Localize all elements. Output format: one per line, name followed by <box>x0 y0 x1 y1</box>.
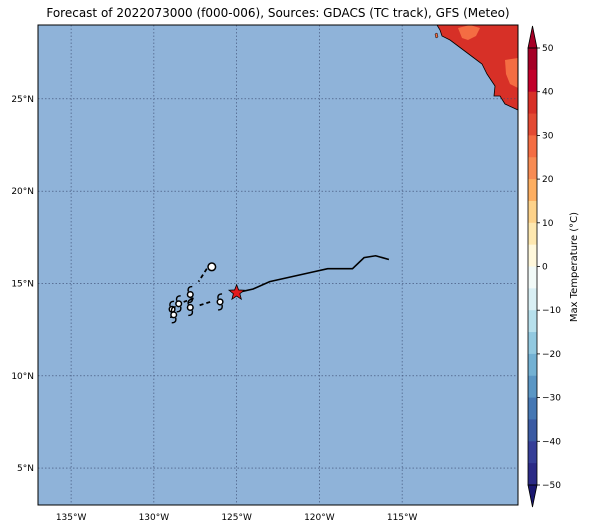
colorbar: 50 40 30 20 10 0 −10 −20 −30 −40 −50 Max… <box>527 25 580 508</box>
lat-tick-label: 5°N <box>17 464 34 474</box>
island-guadalupe <box>434 32 439 39</box>
lat-tick-label: 10°N <box>11 372 34 382</box>
lon-tick-label: 130°W <box>139 513 170 523</box>
colorbar-tick-label: −50 <box>542 481 561 491</box>
colorbar-tick-label: −30 <box>542 394 561 404</box>
colorbar-tick-label: 50 <box>542 44 554 54</box>
colorbar-band <box>528 179 537 202</box>
land-mexico-cool <box>458 25 480 40</box>
colorbar-tick-label: −20 <box>542 350 561 360</box>
colorbar-band <box>528 200 537 224</box>
colorbar-tick-label: −40 <box>542 437 561 447</box>
colorbar-band <box>528 48 537 71</box>
colorbar-bands <box>528 48 537 486</box>
tropical-storm-icon <box>175 295 183 313</box>
colorbar-extend-top <box>527 25 538 49</box>
forecast-dash-segment <box>198 301 211 307</box>
colorbar-tick-label: 30 <box>542 131 554 141</box>
colorbar-band <box>528 113 537 136</box>
tropical-storm-icon <box>216 293 224 311</box>
colorbar-band <box>528 375 537 399</box>
ocean-area <box>38 25 518 505</box>
map-frame <box>37 24 519 506</box>
colorbar-band <box>528 441 537 464</box>
lon-tick-label: 115°W <box>387 513 418 523</box>
tropical-storm-icon <box>186 285 194 304</box>
colorbar-tick-label: 0 <box>542 263 548 273</box>
colorbar-ticks <box>537 47 540 486</box>
colorbar-band <box>528 135 537 158</box>
land-mexico <box>437 25 518 110</box>
colorbar-band <box>528 332 537 355</box>
forecast-dash-segment <box>197 268 208 283</box>
storm-symbols <box>168 262 224 324</box>
colorbar-band <box>528 222 537 246</box>
storm-track <box>236 254 390 294</box>
colorbar-band <box>528 91 537 115</box>
lon-tick-label: 135°W <box>56 513 87 523</box>
colorbar-tick-label: 40 <box>542 88 554 98</box>
lon-tick-label: 125°W <box>221 513 252 523</box>
colorbar-band <box>528 397 537 420</box>
lat-axis: 25°N 20°N 15°N 10°N 5°N <box>11 95 34 474</box>
lat-tick-label: 25°N <box>11 95 34 105</box>
tropical-storm-icon <box>170 306 178 324</box>
colorbar-band <box>528 353 537 377</box>
colorbar-band <box>528 310 537 333</box>
colorbar-tick-label: 20 <box>542 175 554 185</box>
colorbar-band <box>528 463 537 486</box>
lat-tick-label: 15°N <box>11 279 34 289</box>
colorbar-band <box>528 266 537 289</box>
colorbar-tick-label: 10 <box>542 219 554 229</box>
tropical-storm-icon <box>186 298 194 317</box>
colorbar-band <box>528 244 537 267</box>
colorbar-extend-bottom <box>527 484 538 508</box>
land-mexico-cool-2 <box>505 58 518 88</box>
low-pressure-icon <box>207 262 217 272</box>
plot-title: Forecast of 2022073000 (f000-006), Sourc… <box>46 6 510 20</box>
current-position-star <box>227 283 246 301</box>
coastline <box>436 25 518 111</box>
colorbar-band <box>528 157 537 180</box>
colorbar-band <box>528 288 537 311</box>
colorbar-title: Max Temperature (°C) <box>569 212 580 322</box>
gridlines <box>38 25 518 505</box>
colorbar-tick-label: −10 <box>542 306 561 316</box>
lon-axis: 135°W 130°W 125°W 120°W 115°W <box>56 513 418 523</box>
colorbar-band <box>528 69 537 93</box>
colorbar-band <box>528 419 537 442</box>
lon-tick-label: 120°W <box>304 513 335 523</box>
lat-tick-label: 20°N <box>11 187 34 197</box>
